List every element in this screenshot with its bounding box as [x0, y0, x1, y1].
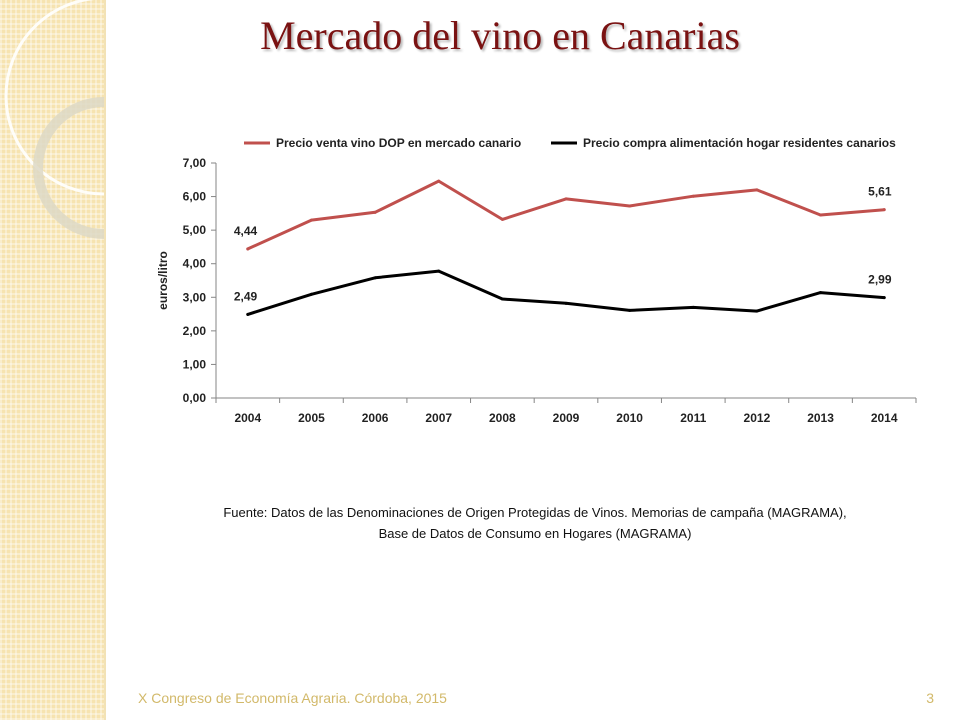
series-line-1 [246, 179, 886, 251]
data-point [691, 194, 695, 198]
data-point [246, 312, 250, 316]
data-point [564, 197, 568, 201]
data-point [755, 309, 759, 313]
data-label: 2,99 [868, 273, 892, 287]
data-point [628, 308, 632, 312]
x-tick-label: 2004 [234, 411, 261, 425]
x-tick-label: 2009 [553, 411, 580, 425]
footer-text: X Congreso de Economía Agraria. Córdoba,… [138, 690, 447, 706]
y-tick-label: 5,00 [183, 223, 207, 237]
data-point [246, 247, 250, 251]
data-point [309, 292, 313, 296]
y-tick-label: 4,00 [183, 257, 207, 271]
data-point [373, 276, 377, 280]
x-tick-label: 2012 [744, 411, 771, 425]
source-line-1: Fuente: Datos de las Denominaciones de O… [223, 505, 847, 520]
data-point [309, 218, 313, 222]
line-chart: 0,00 1,00 2,00 3,00 4,00 5,00 6,00 7,00 2004 2005… [156, 136, 917, 425]
y-tick-label: 1,00 [183, 357, 207, 371]
data-point [691, 305, 695, 309]
legend-label-1: Precio venta vino DOP en mercado canario [276, 136, 521, 150]
x-tick-label: 2008 [489, 411, 516, 425]
y-tick-label: 3,00 [183, 290, 207, 304]
decorative-divider [104, 0, 106, 720]
data-point [500, 217, 504, 221]
data-point [500, 297, 504, 301]
y-tick-label: 7,00 [183, 156, 207, 170]
page-number: 3 [926, 690, 934, 706]
data-label: 2,49 [234, 289, 258, 303]
slide-title: Mercado del vino en Canarias [260, 13, 740, 58]
data-point [437, 269, 441, 273]
decorative-side-panel [0, 0, 106, 720]
y-axis-label: euros/litro [156, 251, 170, 310]
data-point [882, 296, 886, 300]
x-tick-label: 2006 [362, 411, 389, 425]
data-point [819, 213, 823, 217]
y-tick-label: 0,00 [183, 391, 207, 405]
data-point [564, 301, 568, 305]
data-label: 5,61 [868, 185, 892, 199]
y-tick-label: 6,00 [183, 190, 207, 204]
x-tick-label: 2010 [616, 411, 643, 425]
data-point [628, 204, 632, 208]
x-tick-label: 2014 [871, 411, 898, 425]
source-line-2: Base de Datos de Consumo en Hogares (MAG… [378, 526, 692, 541]
legend-label-2: Precio compra alimentación hogar residen… [583, 136, 896, 150]
data-point [437, 179, 441, 183]
y-tick-label: 2,00 [183, 324, 207, 338]
x-tick-label: 2011 [680, 411, 706, 425]
source-note: Fuente: Datos de las Denominaciones de O… [150, 502, 920, 544]
x-tick-label: 2013 [807, 411, 834, 425]
data-point [882, 208, 886, 212]
data-point [755, 188, 759, 192]
x-tick-label: 2005 [298, 411, 325, 425]
data-point [373, 210, 377, 214]
data-point [819, 291, 823, 295]
x-tick-label: 2007 [425, 411, 452, 425]
series-line-2 [246, 269, 886, 316]
data-label: 4,44 [234, 224, 258, 238]
